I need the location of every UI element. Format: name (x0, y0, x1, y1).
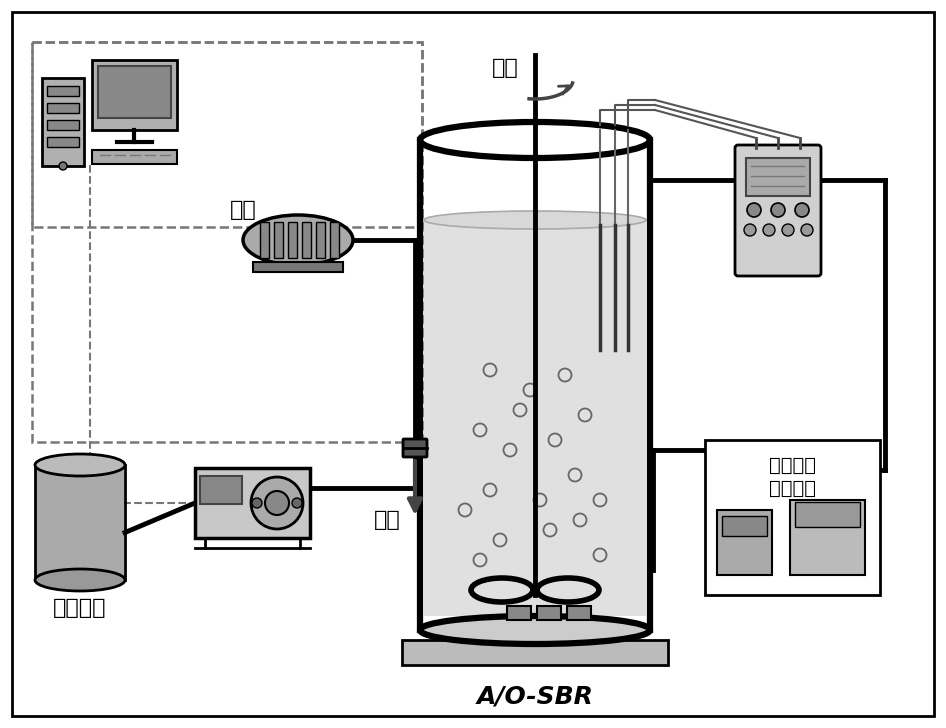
Ellipse shape (420, 616, 650, 644)
Text: 曝气: 曝气 (230, 200, 256, 220)
Bar (47, 120, 79, 130)
Bar (92, 150, 177, 164)
Bar (507, 606, 531, 620)
Circle shape (59, 162, 67, 170)
Bar (42, 78, 84, 166)
Bar (567, 606, 591, 620)
Bar (537, 606, 561, 620)
Ellipse shape (35, 454, 125, 476)
Text: A/O-SBR: A/O-SBR (477, 685, 593, 709)
Bar (195, 468, 310, 538)
Bar (705, 440, 880, 595)
Ellipse shape (420, 122, 650, 158)
Bar (36, 467, 124, 582)
Circle shape (801, 224, 813, 236)
Bar (260, 222, 269, 258)
Bar (330, 222, 339, 258)
Circle shape (292, 498, 302, 508)
Circle shape (251, 477, 303, 529)
Bar (47, 137, 79, 147)
Circle shape (265, 491, 289, 515)
Bar (717, 510, 772, 575)
Ellipse shape (35, 569, 125, 591)
Bar (200, 476, 242, 504)
Bar (790, 500, 865, 575)
Bar (47, 86, 79, 96)
Text: 污泥单元: 污泥单元 (769, 478, 816, 497)
Circle shape (795, 203, 809, 217)
Bar (746, 158, 810, 196)
Circle shape (747, 203, 761, 217)
Bar (253, 262, 343, 272)
Bar (722, 516, 767, 536)
Circle shape (782, 224, 794, 236)
Bar (402, 640, 668, 665)
Ellipse shape (424, 211, 646, 229)
Bar (92, 60, 177, 130)
FancyBboxPatch shape (735, 145, 821, 276)
Bar (47, 103, 79, 113)
Text: 出水: 出水 (374, 510, 400, 530)
Text: 模拟污水: 模拟污水 (53, 598, 107, 618)
Bar (32, 42, 422, 442)
FancyBboxPatch shape (403, 439, 427, 457)
Circle shape (252, 498, 262, 508)
Bar (795, 502, 860, 527)
Bar (316, 222, 325, 258)
Bar (32, 42, 422, 227)
Bar (274, 222, 283, 258)
Bar (302, 222, 311, 258)
Circle shape (763, 224, 775, 236)
Bar (288, 222, 297, 258)
Circle shape (744, 224, 756, 236)
Circle shape (771, 203, 785, 217)
Bar (424, 220, 646, 616)
Text: 超声处理: 超声处理 (769, 456, 816, 475)
Ellipse shape (243, 215, 353, 265)
Bar (98, 66, 171, 118)
Text: 携拌: 携拌 (492, 58, 518, 78)
